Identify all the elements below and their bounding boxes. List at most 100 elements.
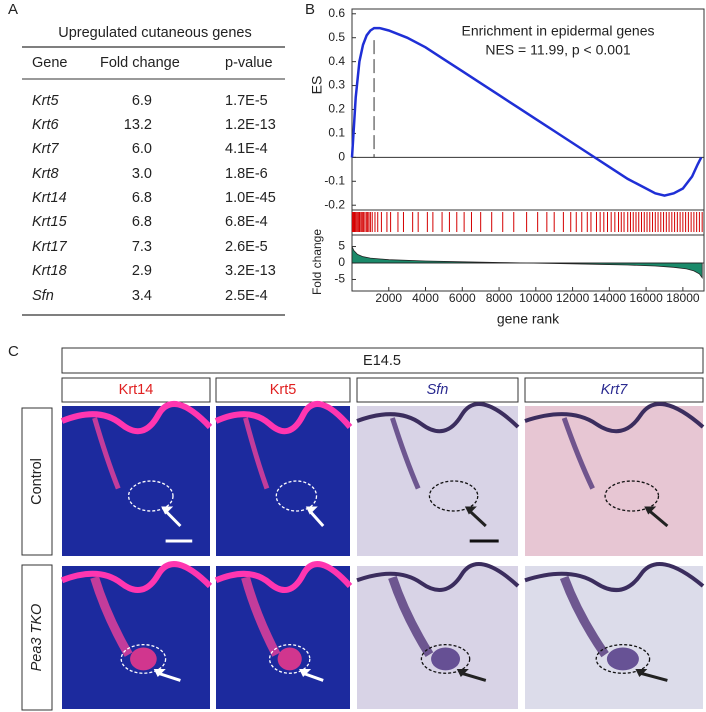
panel-label: B xyxy=(305,1,315,18)
p-value: 2.5E-4 xyxy=(225,288,268,304)
epidermis xyxy=(214,561,353,593)
row-label: Pea3 TKO xyxy=(29,604,45,672)
table-header: p-value xyxy=(225,55,273,71)
arrow xyxy=(302,671,324,682)
placode xyxy=(388,576,434,658)
outline xyxy=(268,644,311,674)
annotation: Enrichment in epidermal genes xyxy=(462,23,655,39)
table-header: Fold change xyxy=(100,55,180,71)
gene-name: Krt15 xyxy=(32,214,68,230)
bud xyxy=(130,647,157,671)
outline xyxy=(127,480,174,512)
placode xyxy=(241,576,281,657)
fold-area xyxy=(351,246,703,280)
gene-name: Krt18 xyxy=(32,263,67,279)
arrow-head xyxy=(456,668,469,677)
y-tick-label: 0 xyxy=(338,150,345,164)
annotation: NES = 11.99, p < 0.001 xyxy=(485,42,631,58)
gene-name: Sfn xyxy=(32,288,54,304)
micrograph xyxy=(525,566,703,709)
placode xyxy=(390,417,421,490)
table-header: Gene xyxy=(32,55,67,71)
y-tick-label: 5 xyxy=(338,239,345,253)
p-value: 1.8E-6 xyxy=(225,166,268,182)
p-value: 6.8E-4 xyxy=(225,214,268,230)
gene-name: Krt7 xyxy=(32,141,60,157)
row-label-box xyxy=(21,407,53,556)
micrograph xyxy=(357,566,518,709)
y-tick-label: -5 xyxy=(334,272,345,286)
p-value: 1.2E-13 xyxy=(225,117,276,133)
fold-change: 3.4 xyxy=(132,288,152,304)
arrow xyxy=(468,509,487,528)
row-label-box xyxy=(21,564,53,711)
arrow xyxy=(461,671,487,682)
fold-change: 3.0 xyxy=(132,166,152,182)
fold-change: 6.0 xyxy=(132,141,152,157)
epidermis xyxy=(214,401,353,435)
x-tick-label: 2000 xyxy=(375,291,402,305)
fold-change: 6.8 xyxy=(132,214,152,230)
row-label: Control xyxy=(29,458,45,505)
x-tick-label: 14000 xyxy=(593,291,627,305)
gene-name: Krt14 xyxy=(32,190,67,206)
column-header-box xyxy=(524,377,704,403)
column-header: Krt7 xyxy=(601,382,629,398)
gene-name: Krt17 xyxy=(32,239,68,255)
y-tick-label: 0.5 xyxy=(328,30,345,44)
epidermis xyxy=(356,402,520,434)
arrow-head xyxy=(161,506,174,515)
y-tick-label: 0 xyxy=(338,255,345,269)
arrow xyxy=(157,671,181,682)
p-value: 3.2E-13 xyxy=(225,263,276,279)
plot-frame xyxy=(351,8,705,211)
epidermis xyxy=(60,561,213,593)
es-curve xyxy=(350,26,703,197)
micrograph xyxy=(525,406,703,556)
arrow xyxy=(640,671,668,682)
outline xyxy=(428,480,479,512)
fold-change: 6.9 xyxy=(132,93,152,109)
plot-frame xyxy=(351,209,705,236)
x-tick-label: 12000 xyxy=(556,291,590,305)
arrow xyxy=(648,509,669,528)
column-header: Krt5 xyxy=(270,382,297,398)
x-tick-label: 18000 xyxy=(666,291,700,305)
fold-change: 6.8 xyxy=(132,190,152,206)
column-header: Sfn xyxy=(427,382,449,398)
outline xyxy=(120,644,167,674)
y-axis-label: ES xyxy=(309,76,325,95)
arrow-head xyxy=(644,506,657,515)
y-tick-label: 0.6 xyxy=(328,6,345,20)
y-tick-label: -0.1 xyxy=(324,173,345,187)
gene-name: Krt6 xyxy=(32,117,60,133)
bud xyxy=(277,647,302,671)
stage-box xyxy=(61,347,704,374)
table-title: Upregulated cutaneous genes xyxy=(58,25,251,41)
outline xyxy=(595,644,651,674)
arrow xyxy=(164,509,182,528)
y-tick-label: 0.1 xyxy=(328,126,345,140)
x-tick-label: 6000 xyxy=(449,291,476,305)
stage-label: E14.5 xyxy=(363,353,401,369)
y-tick-label: -0.2 xyxy=(324,197,345,211)
p-value: 1.0E-45 xyxy=(225,190,276,206)
x-tick-label: 16000 xyxy=(629,291,663,305)
arrow-head xyxy=(153,668,166,677)
fold-change: 13.2 xyxy=(124,117,152,133)
placode xyxy=(90,576,133,657)
image-grid: Krt14 Krt5 Sfn Krt7 Control Pea3 TKO xyxy=(21,377,705,711)
placode xyxy=(92,417,121,490)
epidermis xyxy=(356,562,520,592)
arrow-head xyxy=(464,506,477,515)
bud xyxy=(431,647,461,671)
p-value: 2.6E-5 xyxy=(225,239,268,255)
epidermis xyxy=(524,401,705,434)
p-value: 4.1E-4 xyxy=(225,141,268,157)
arrow-head xyxy=(299,668,312,677)
arrow xyxy=(308,510,325,527)
placode xyxy=(559,575,609,658)
placode xyxy=(561,417,595,490)
placode xyxy=(243,417,270,490)
